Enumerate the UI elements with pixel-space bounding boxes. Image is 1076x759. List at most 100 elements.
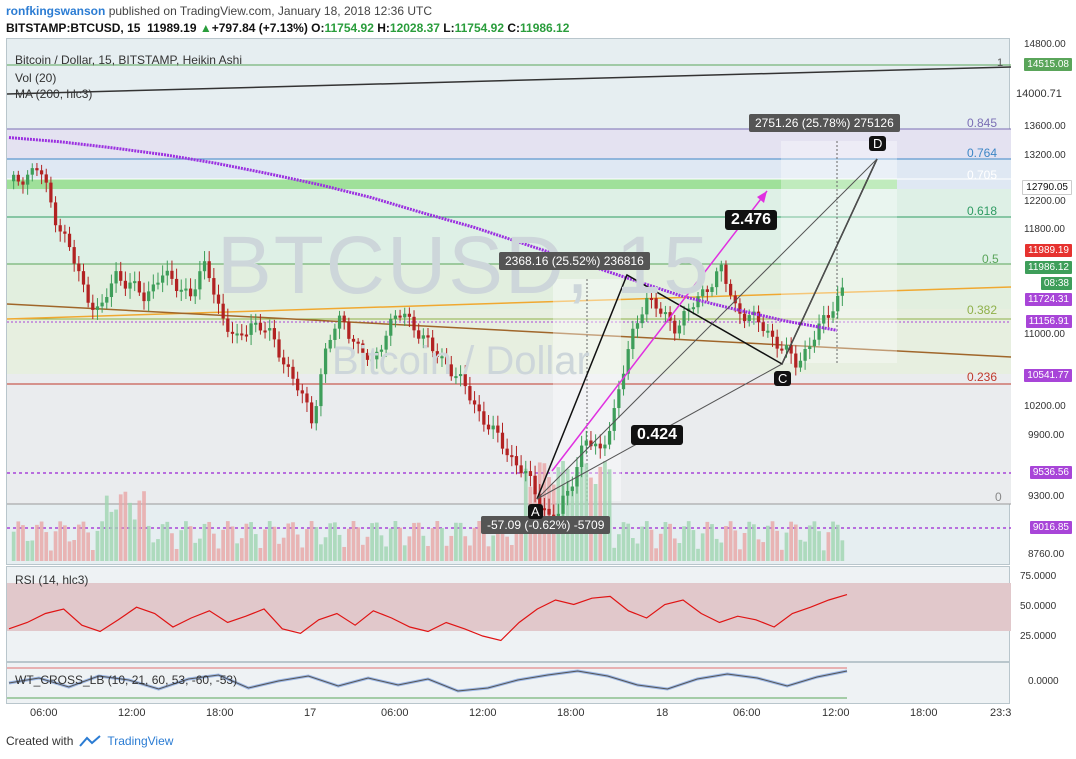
candle [538, 494, 542, 509]
time-axis[interactable]: 06:00 12:00 18:00 17 06:00 12:00 18:00 1… [6, 704, 1011, 722]
volume-bar [146, 525, 151, 561]
volume-bar [402, 545, 407, 561]
candle [631, 328, 635, 350]
candle [435, 351, 439, 357]
price-tick: 11800.00 [1024, 224, 1065, 235]
volume-bar [360, 544, 365, 561]
candle [258, 322, 263, 331]
volume-bar [193, 542, 198, 561]
footer-created: Created with [6, 734, 74, 748]
volume-bar [407, 536, 412, 561]
volume-bar [579, 462, 584, 561]
volume-bar [491, 535, 496, 561]
candle [53, 202, 58, 226]
candle [831, 311, 835, 318]
volume-bar [426, 545, 430, 561]
candles [12, 163, 844, 533]
candle [268, 328, 272, 331]
candle [254, 322, 258, 325]
author-link[interactable]: ronfkingswanson [6, 4, 106, 18]
volume-bar [677, 543, 682, 561]
rsi-axis: 75.0000 50.0000 25.0000 [1010, 566, 1076, 662]
candle [715, 271, 719, 288]
candle [789, 345, 793, 354]
volume-bar [770, 521, 775, 561]
price-tick: 13200.00 [1024, 150, 1066, 161]
volume-bar [724, 525, 728, 561]
ratio-label-ab[interactable]: 0.424 [631, 425, 684, 445]
candle [808, 346, 812, 350]
fib-label-0: 0 [995, 490, 1002, 504]
volume-bar [635, 543, 640, 561]
candle [337, 315, 342, 329]
volume-bar [798, 539, 803, 561]
candle [612, 408, 616, 431]
time-tick: 06:00 [30, 707, 58, 719]
candle [198, 271, 202, 290]
rsi-title: RSI (14, hlc3) [15, 573, 89, 587]
candle [724, 264, 728, 284]
volume-bar [388, 528, 393, 561]
candle [272, 328, 276, 340]
candle [39, 170, 44, 175]
volume-bar [617, 534, 621, 561]
volume-bar [300, 547, 305, 561]
volume-bar [21, 525, 25, 561]
candle [384, 335, 388, 350]
price-axis[interactable]: 14800.00 14000.71 13600.00 13200.00 1220… [1010, 38, 1076, 565]
volume-bar [621, 522, 626, 561]
volume-bar [793, 524, 798, 561]
candle [812, 339, 817, 347]
candle [710, 287, 714, 292]
candle [468, 386, 472, 401]
volume-bar [207, 521, 212, 561]
up-arrow-icon: ▲ [199, 21, 212, 35]
candle [570, 486, 574, 491]
price-tag: 11156.91 [1025, 315, 1072, 328]
price-tick: 8760.00 [1028, 549, 1065, 560]
candle [547, 508, 551, 515]
volume-bar [267, 521, 272, 561]
volume-bar [463, 536, 468, 561]
time-tick: 18 [656, 707, 669, 719]
volume-bar [765, 525, 770, 561]
candle [412, 316, 416, 331]
candle [817, 323, 821, 340]
rsi-panel[interactable]: RSI (14, hlc3) [6, 566, 1011, 662]
volume-bar [505, 536, 510, 561]
candle [323, 348, 328, 375]
point-c-label[interactable]: C [774, 371, 792, 386]
volume-bar [72, 540, 77, 561]
candle [286, 364, 290, 367]
volume-bar [477, 521, 482, 561]
candle [780, 348, 784, 351]
volume-bar [49, 550, 53, 561]
volume-bar [482, 528, 486, 561]
measure-label-a[interactable]: -57.09 (-0.62%) -5709 [481, 516, 611, 534]
fib-band-0618 [7, 189, 1011, 264]
fib-band-0845 [7, 129, 1011, 159]
time-tick: 17 [304, 707, 317, 719]
abcd-cd-line [781, 158, 878, 365]
volume-bar [449, 535, 454, 561]
volume-bar [686, 521, 691, 561]
candle [645, 298, 649, 315]
point-d-label[interactable]: D [869, 136, 887, 151]
volume-bar [123, 491, 128, 561]
price-panel[interactable]: Bitcoin / Dollar, 15, BITSTAMP, Heikin A… [6, 38, 1011, 565]
measure-label-d[interactable]: 2751.26 (25.78%) 275126 [749, 114, 900, 132]
candle [626, 349, 630, 374]
point-a-label[interactable]: A [528, 504, 543, 519]
measure-label-b[interactable]: 2368.16 (25.52%) 236816 [499, 252, 650, 270]
candle [496, 425, 500, 433]
tradingview-link[interactable]: TradingView [107, 734, 174, 748]
candle [207, 261, 211, 279]
wt-axis: 0.0000 [1010, 662, 1076, 704]
ratio-label-bc[interactable]: 2.476 [725, 210, 778, 230]
fib-label-0845: 0.845 [967, 116, 998, 130]
candle [370, 359, 374, 362]
wt-panel[interactable]: WT_CROSS_LB (10, 21, 60, 53, -60, -53) [6, 662, 1010, 704]
volume-bar [779, 549, 784, 561]
rsi-tick: 25.0000 [1020, 631, 1057, 642]
candle [309, 402, 314, 424]
